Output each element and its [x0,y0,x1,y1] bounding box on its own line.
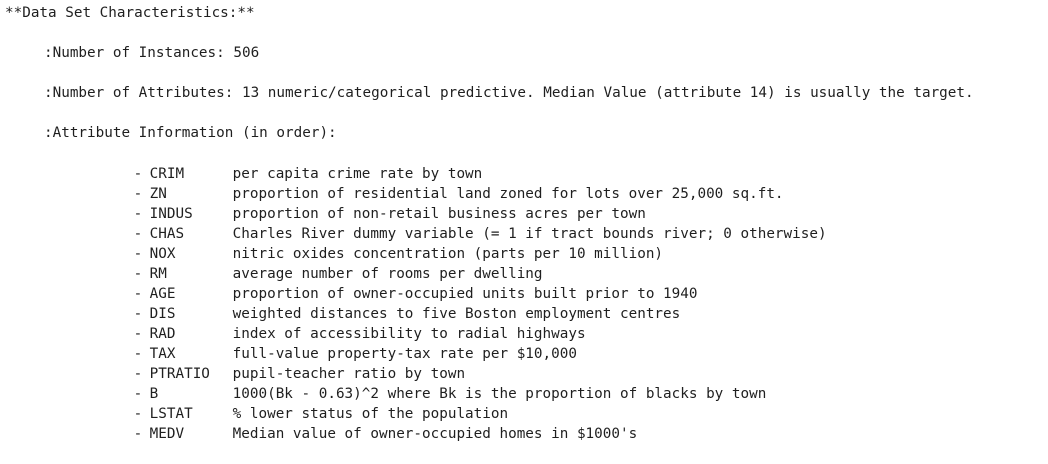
attribute-description: per capita crime rate by town [232,166,483,182]
attribute-dash: - [133,346,143,362]
attribute-row: - RM average number of rooms per dwelling [82,244,543,282]
attribute-row: - B 1000(Bk - 0.63)^2 where Bk is the prop… [82,364,767,402]
attribute-description: nitric oxides concentration (parts per 1… [232,246,664,262]
attribute-row: - PTRATIO pupil-teacher ratio by town [82,344,465,382]
attribute-name: B [149,386,159,402]
attribute-name: CRIM [149,166,185,182]
attribute-row: - LSTAT % lower status of the population [82,384,508,422]
attribute-name: PTRATIO [149,366,210,382]
attribute-name: INDUS [149,206,193,222]
attribute-description: index of accessibility to radial highway… [232,326,586,342]
attribute-dash: - [133,266,143,282]
attribute-description: proportion of owner-occupied units built… [232,286,698,302]
attribute-name: DIS [149,306,176,322]
attribute-description: % lower status of the population [232,406,509,422]
section-header: **Data Set Characteristics:** [5,5,255,21]
attribute-row: - RAD index of accessibility to radial hig… [82,304,586,342]
attribute-name: AGE [149,286,176,302]
text-output: **Data Set Characteristics:** :Number of… [0,0,1048,442]
attribute-name: MEDV [149,426,185,442]
attribute-name: ZN [149,186,167,202]
attribute-description: 1000(Bk - 0.63)^2 where Bk is the propor… [232,386,767,402]
attribute-info-title: :Attribute Information (in order): [44,125,337,141]
attribute-description: Median value of owner-occupied homes in … [232,426,638,442]
attribute-description: proportion of non-retail business acres … [232,206,646,222]
attribute-name: LSTAT [149,406,193,422]
attribute-description: pupil-teacher ratio by town [232,366,466,382]
attribute-row: - AGE proportion of owner-occupied units b… [82,264,698,302]
attribute-dash: - [133,166,143,182]
attribute-row: - MEDV Median value of owner-occupied home… [82,404,638,442]
attribute-row: - DIS weighted distances to five Boston em… [82,284,681,322]
attribute-description: full-value property-tax rate per $10,000 [232,346,577,362]
attribute-dash: - [133,226,143,242]
attribute-dash: - [133,186,143,202]
attribute-description: weighted distances to five Boston employ… [232,306,681,322]
attribute-row: - NOX nitric oxides concentration (parts p… [82,224,663,262]
attribute-row: - TAX full-value property-tax rate per $10… [82,324,577,362]
attribute-name: TAX [149,346,176,362]
attribute-dash: - [133,406,143,422]
attribute-dash: - [133,286,143,302]
attribute-dash: - [133,386,143,402]
attribute-name: RAD [149,326,176,342]
attribute-dash: - [133,206,143,222]
attribute-description: Charles River dummy variable (= 1 if tra… [232,226,827,242]
attribute-row: - CHAS Charles River dummy variable (= 1 i… [82,204,827,242]
attribute-row: - ZN proportion of residential land zoned … [82,164,784,202]
attribute-row: - INDUS proportion of non-retail business … [82,184,646,222]
attribute-dash: - [133,246,143,262]
attribute-dash: - [133,326,143,342]
attribute-dash: - [133,306,143,322]
attribute-row: - CRIM per capita crime rate by town [82,144,483,182]
attribute-name: RM [149,266,167,282]
attribute-description: proportion of residential land zoned for… [232,186,784,202]
attributes-count-line: :Number of Attributes: 13 numeric/catego… [44,85,974,101]
attribute-name: NOX [149,246,176,262]
attribute-dash: - [133,366,143,382]
attribute-dash: - [133,426,143,442]
attribute-description: average number of rooms per dwelling [232,266,543,282]
instances-line: :Number of Instances: 506 [44,45,260,61]
attribute-name: CHAS [149,226,185,242]
